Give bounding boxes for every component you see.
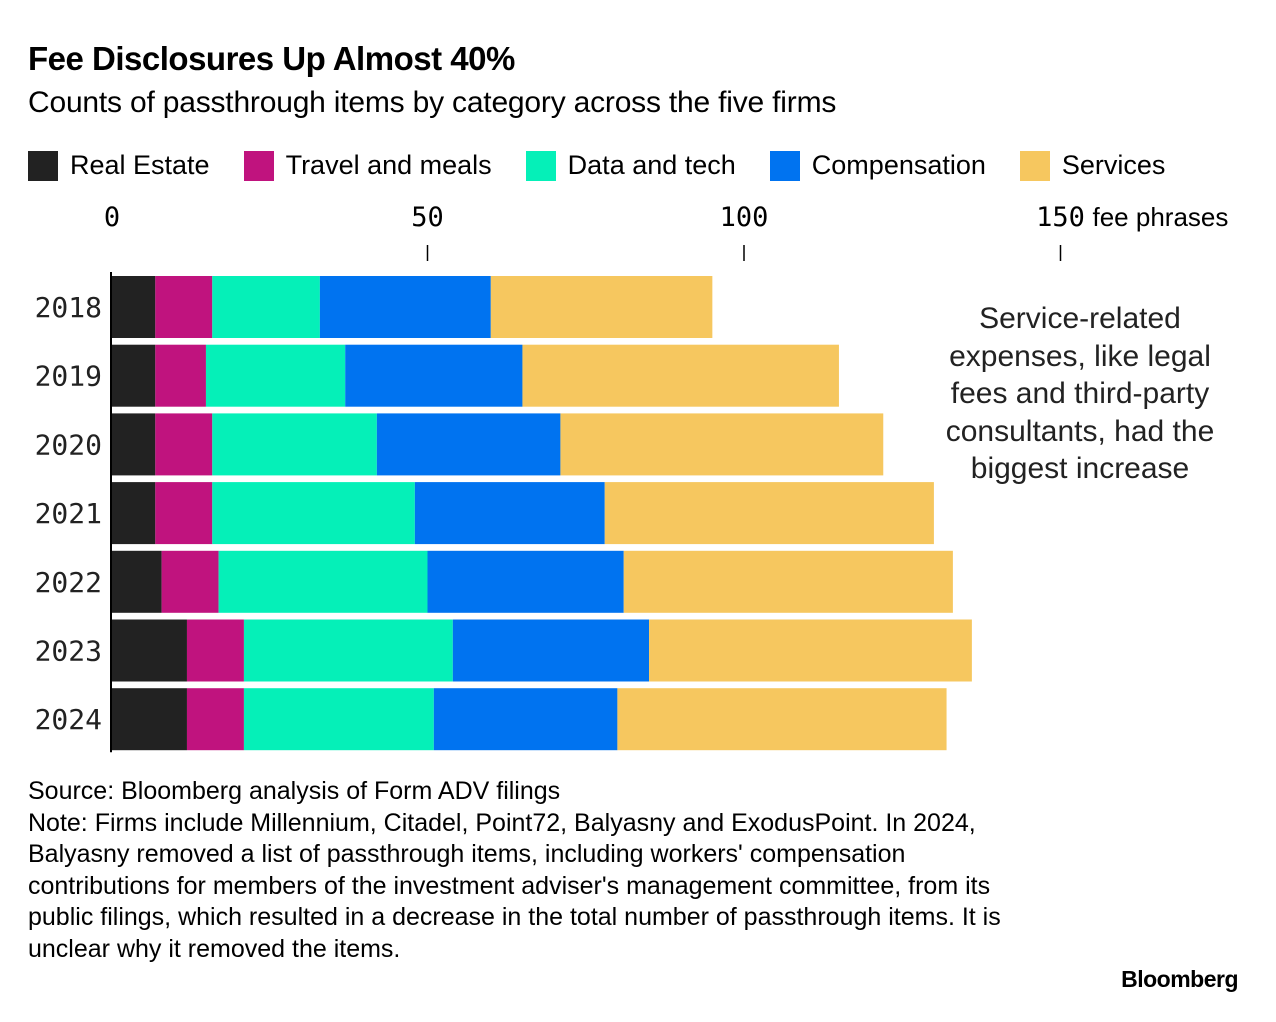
legend-swatch-real-estate (28, 150, 58, 181)
footer: Source: Bloomberg analysis of Form ADV f… (28, 776, 1028, 965)
legend-label-travel-meals: Travel and meals (285, 150, 492, 180)
bar-segment-2020-services (560, 413, 884, 476)
bar-segment-2018-real-estate (111, 276, 156, 338)
bar-segment-2024-services (617, 688, 947, 751)
legend-label-real-estate: Real Estate (70, 150, 210, 180)
bar-segment-2018-travel-and-meals (155, 276, 213, 338)
y-category-label-2020: 2020 (35, 428, 102, 461)
chart-subtitle: Counts of passthrough items by category … (28, 86, 837, 119)
y-category-label-2024: 2024 (35, 703, 102, 736)
bar-segment-2020-real-estate (111, 413, 156, 476)
bar-segment-2024-real-estate (111, 688, 187, 751)
x-tick-label-100: 100 (720, 202, 769, 233)
x-tick-label-50: 50 (411, 202, 444, 233)
legend-label-services: Services (1061, 150, 1166, 180)
bar-segment-2019-data-and-tech (205, 344, 346, 407)
bar-segment-2021-travel-and-meals (155, 482, 213, 545)
y-category-label-2019: 2019 (35, 360, 102, 393)
bar-segment-2022-real-estate (111, 550, 162, 613)
legend-swatch-data-tech (525, 150, 556, 181)
bar-segment-2019-real-estate (111, 344, 156, 407)
bar-segment-2024-travel-and-meals (186, 688, 244, 751)
bar-segment-2023-compensation (452, 619, 650, 682)
legend-item-services: Services (1019, 150, 1166, 181)
legend: Real Estate Travel and meals Data and te… (28, 150, 1199, 181)
chart-annotation: Service-related expenses, like legal fee… (945, 302, 1215, 485)
legend-swatch-compensation (769, 150, 800, 181)
bar-segment-2020-compensation (376, 413, 561, 476)
legend-item-data-tech: Data and tech (525, 150, 736, 181)
y-category-label-2018: 2018 (35, 291, 102, 324)
bar-segment-2022-data-and-tech (218, 550, 428, 613)
y-category-label-2023: 2023 (35, 635, 102, 668)
bar-segment-2023-travel-and-meals (186, 619, 244, 682)
bar-segment-2023-data-and-tech (243, 619, 453, 682)
bar-segment-2020-travel-and-meals (155, 413, 213, 476)
legend-item-compensation: Compensation (769, 150, 986, 181)
bar-segment-2022-compensation (427, 550, 624, 613)
bar-segment-2018-services (490, 276, 713, 338)
bar-segment-2021-compensation (414, 482, 605, 545)
bar-segment-2024-compensation (433, 688, 618, 751)
bloomberg-logo: Bloomberg (1121, 966, 1238, 992)
x-tick-label-0: 0 (104, 202, 120, 233)
source-note: Source: Bloomberg analysis of Form ADV f… (28, 777, 561, 805)
legend-swatch-services (1019, 150, 1050, 181)
bar-segment-2018-compensation (319, 276, 491, 338)
y-category-label-2022: 2022 (35, 566, 102, 599)
bar-segment-2019-travel-and-meals (155, 344, 206, 407)
legend-label-compensation: Compensation (811, 150, 986, 180)
legend-label-data-tech: Data and tech (567, 150, 736, 180)
bar-segment-2021-real-estate (111, 482, 156, 545)
legend-swatch-travel-meals (243, 150, 274, 181)
chart-title: Fee Disclosures Up Almost 40% (28, 40, 515, 77)
bar-segment-2021-data-and-tech (212, 482, 415, 545)
legend-item-real-estate: Real Estate (28, 150, 210, 181)
bar-segment-2023-services (649, 619, 972, 682)
bar-segment-2022-services (623, 550, 953, 613)
bar-segment-2022-travel-and-meals (161, 550, 219, 613)
bar-segment-2018-data-and-tech (212, 276, 320, 338)
y-category-label-2021: 2021 (35, 497, 102, 530)
x-axis-unit-label: fee phrases (1093, 202, 1229, 232)
bar-segment-2021-services (604, 482, 934, 545)
footnote: Note: Firms include Millennium, Citadel,… (28, 808, 1008, 963)
x-tick-label-150: 150 (1036, 202, 1085, 233)
bar-segment-2019-services (522, 344, 839, 407)
bar-segment-2020-data-and-tech (212, 413, 377, 476)
bar-segment-2019-compensation (345, 344, 523, 407)
legend-item-travel-meals: Travel and meals (243, 150, 492, 181)
bar-segment-2024-data-and-tech (243, 688, 434, 751)
bar-segment-2023-real-estate (111, 619, 187, 682)
